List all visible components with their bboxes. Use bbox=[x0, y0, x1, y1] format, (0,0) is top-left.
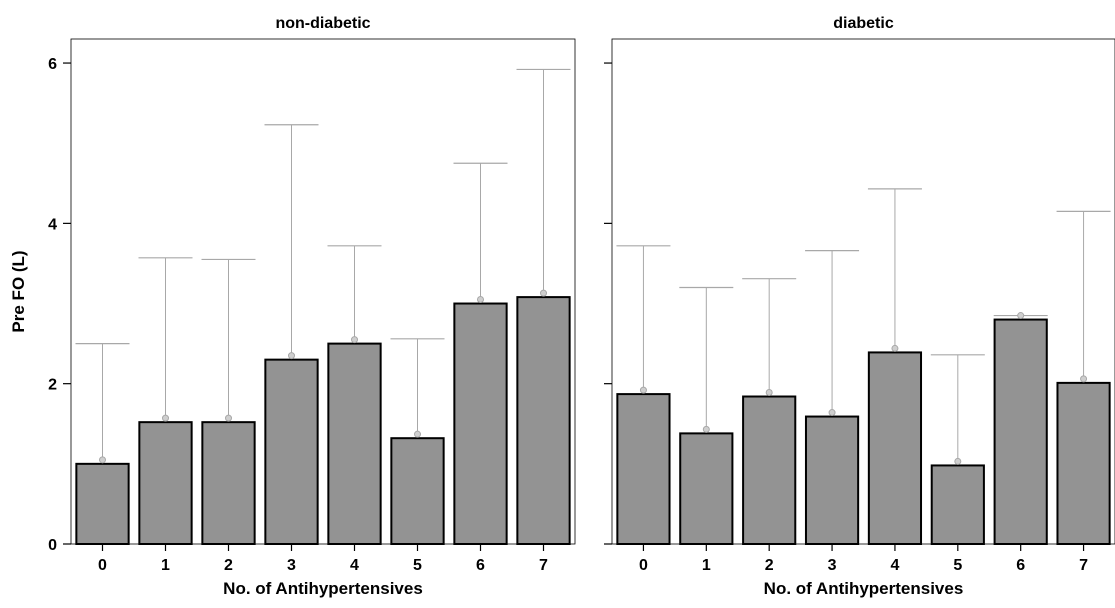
x-tick-label: 3 bbox=[287, 557, 296, 574]
panel-1: diabetic 0 1 2 3 4 5 6 7 No. of Antihypertensives bbox=[604, 15, 1115, 598]
bar bbox=[930, 464, 985, 546]
bar bbox=[327, 342, 382, 545]
x-tick-label: 5 bbox=[953, 557, 962, 574]
data-point bbox=[828, 409, 836, 417]
data-point bbox=[1017, 312, 1025, 320]
data-point bbox=[477, 296, 484, 304]
y-axis-title: Pre FO (L) bbox=[9, 250, 28, 332]
bar bbox=[867, 351, 923, 545]
x-tick-label: 4 bbox=[350, 557, 359, 574]
bar bbox=[1056, 381, 1111, 545]
panel-title: diabetic bbox=[833, 15, 894, 32]
bar bbox=[516, 296, 571, 545]
x-axis-title: No. of Antihypertensives bbox=[223, 579, 423, 598]
x-tick-label: 1 bbox=[161, 557, 170, 574]
y-tick-label: 6 bbox=[48, 56, 57, 73]
y-tick-label: 2 bbox=[48, 377, 57, 394]
bar bbox=[804, 415, 860, 545]
panel-0: non-diabetic 0 2 4 6 Pre FO (L) 0 1 2 3 4 5 6 7 No. of… bbox=[9, 15, 576, 598]
x-tick-label: 4 bbox=[890, 557, 899, 574]
x-tick-label: 6 bbox=[476, 557, 485, 574]
x-tick-label: 2 bbox=[765, 557, 774, 574]
data-point bbox=[891, 344, 899, 352]
x-tick-label: 0 bbox=[98, 557, 107, 574]
panel-title: non-diabetic bbox=[275, 15, 370, 32]
data-point bbox=[99, 456, 106, 464]
bar bbox=[75, 462, 130, 546]
bar bbox=[679, 432, 734, 545]
x-tick-label: 2 bbox=[224, 557, 233, 574]
x-tick-label: 7 bbox=[539, 557, 548, 574]
x-axis-title: No. of Antihypertensives bbox=[764, 579, 964, 598]
data-point bbox=[351, 336, 358, 344]
data-point bbox=[639, 386, 647, 394]
bar bbox=[453, 302, 508, 545]
data-point bbox=[288, 352, 295, 360]
data-point bbox=[162, 414, 169, 422]
bar bbox=[993, 318, 1048, 545]
bar bbox=[138, 421, 193, 545]
bar bbox=[264, 358, 319, 545]
x-tick-label: 1 bbox=[702, 557, 711, 574]
data-point bbox=[702, 425, 710, 433]
bar bbox=[616, 393, 671, 545]
x-tick-label: 6 bbox=[1016, 557, 1025, 574]
data-point bbox=[540, 289, 547, 297]
data-point bbox=[765, 389, 773, 396]
panel-frame bbox=[611, 38, 1115, 545]
x-tick-label: 5 bbox=[413, 557, 422, 574]
y-tick-label: 0 bbox=[48, 537, 57, 554]
x-tick-label: 7 bbox=[1079, 557, 1088, 574]
bar bbox=[742, 395, 797, 545]
x-tick-label: 0 bbox=[639, 557, 648, 574]
data-point bbox=[225, 414, 232, 422]
bar bbox=[390, 437, 445, 546]
x-tick-label: 3 bbox=[828, 557, 837, 574]
data-point bbox=[1080, 375, 1088, 383]
data-point bbox=[414, 430, 421, 438]
panel-frame bbox=[70, 38, 576, 545]
y-tick-label: 4 bbox=[48, 216, 57, 233]
bar bbox=[201, 421, 256, 545]
data-point bbox=[954, 457, 962, 465]
